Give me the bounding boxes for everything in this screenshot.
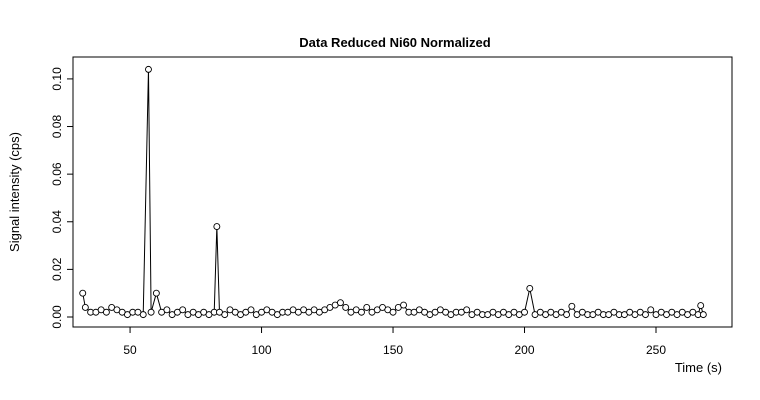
- data-point: [152, 289, 160, 297]
- plot-frame: [72, 56, 733, 328]
- y-axis-label: Signal intensity (cps): [7, 132, 22, 252]
- data-line: [82, 69, 704, 316]
- data-point: [389, 308, 397, 316]
- x-tick-label: 150: [383, 343, 403, 357]
- data-point: [102, 308, 110, 316]
- data-point: [697, 302, 705, 310]
- y-tick-label: 0.08: [50, 115, 64, 139]
- data-point: [147, 308, 155, 316]
- x-tick-label: 200: [515, 343, 535, 357]
- y-tick-label: 0.10: [50, 67, 64, 91]
- data-point: [699, 311, 707, 319]
- data-point: [521, 308, 528, 316]
- x-axis-label: Time (s): [675, 360, 722, 375]
- data-point: [81, 304, 89, 311]
- data-point: [221, 311, 229, 319]
- data-point: [145, 65, 152, 73]
- data-point: [179, 306, 187, 314]
- y-tick-label: 0.06: [50, 162, 64, 186]
- data-point: [642, 311, 649, 319]
- data-point: [163, 306, 171, 314]
- chart-title: Data Reduced Ni60 Normalized: [299, 35, 491, 50]
- data-point: [213, 223, 221, 230]
- data-point: [526, 284, 534, 292]
- data-point: [247, 306, 255, 314]
- y-tick-label: 0.04: [50, 210, 64, 234]
- data-point: [568, 302, 576, 310]
- data-point: [647, 306, 655, 314]
- y-tick-label: 0.00: [50, 305, 64, 329]
- x-tick-label: 50: [123, 343, 137, 357]
- data-point: [400, 301, 408, 309]
- x-tick-label: 100: [252, 343, 272, 357]
- data-point: [336, 299, 344, 307]
- data-point: [463, 306, 471, 314]
- x-tick-label: 250: [646, 343, 666, 357]
- data-point: [358, 308, 365, 316]
- data-point: [342, 304, 350, 311]
- data-point: [363, 304, 371, 311]
- data-point: [79, 289, 87, 297]
- data-point: [563, 311, 571, 319]
- y-tick-label: 0.02: [50, 257, 64, 281]
- data-point: [139, 311, 147, 319]
